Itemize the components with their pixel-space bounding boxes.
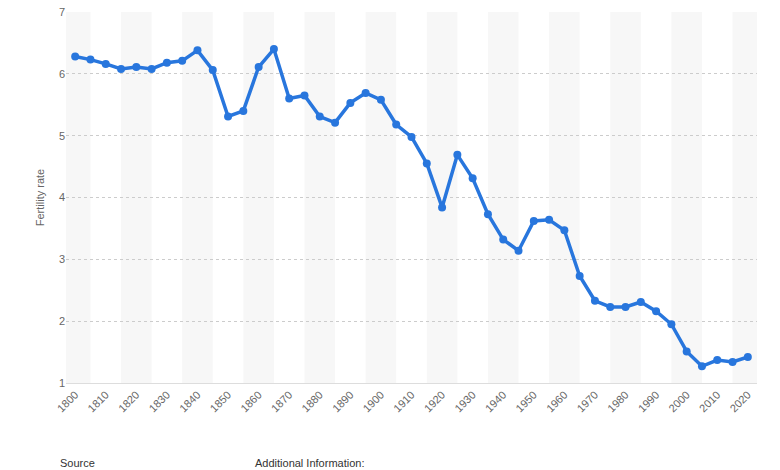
svg-text:2: 2 bbox=[59, 315, 65, 327]
svg-text:2000: 2000 bbox=[666, 389, 692, 415]
svg-text:1910: 1910 bbox=[391, 389, 417, 415]
svg-text:1870: 1870 bbox=[269, 389, 295, 415]
svg-text:1: 1 bbox=[59, 377, 65, 389]
svg-text:2010: 2010 bbox=[697, 389, 723, 415]
svg-text:5: 5 bbox=[59, 130, 65, 142]
svg-text:1980: 1980 bbox=[605, 389, 631, 415]
svg-text:4: 4 bbox=[59, 191, 65, 203]
svg-text:1940: 1940 bbox=[483, 389, 509, 415]
svg-text:1810: 1810 bbox=[85, 389, 111, 415]
svg-text:1890: 1890 bbox=[330, 389, 356, 415]
svg-text:1930: 1930 bbox=[452, 389, 478, 415]
svg-text:7: 7 bbox=[59, 6, 65, 18]
svg-text:2020: 2020 bbox=[727, 389, 753, 415]
svg-text:1820: 1820 bbox=[116, 389, 142, 415]
svg-text:1990: 1990 bbox=[636, 389, 662, 415]
svg-text:3: 3 bbox=[59, 253, 65, 265]
svg-text:1900: 1900 bbox=[360, 389, 386, 415]
svg-text:1970: 1970 bbox=[574, 389, 600, 415]
svg-text:1880: 1880 bbox=[299, 389, 325, 415]
svg-text:1800: 1800 bbox=[55, 389, 81, 415]
svg-text:1920: 1920 bbox=[422, 389, 448, 415]
svg-text:1860: 1860 bbox=[238, 389, 264, 415]
svg-text:1830: 1830 bbox=[146, 389, 172, 415]
svg-text:6: 6 bbox=[59, 68, 65, 80]
svg-text:Additional Information:: Additional Information: bbox=[255, 457, 364, 469]
svg-text:Fertility rate: Fertility rate bbox=[34, 169, 46, 226]
svg-text:1950: 1950 bbox=[513, 389, 539, 415]
svg-text:1960: 1960 bbox=[544, 389, 570, 415]
svg-text:1850: 1850 bbox=[208, 389, 234, 415]
svg-text:1840: 1840 bbox=[177, 389, 203, 415]
svg-text:Source: Source bbox=[60, 457, 95, 469]
